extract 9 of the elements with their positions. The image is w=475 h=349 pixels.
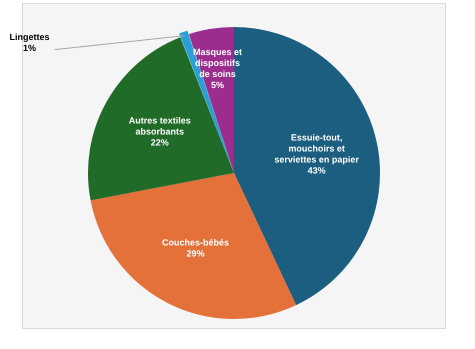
data-label: 5%: [211, 80, 224, 90]
data-label: 43%: [308, 166, 326, 176]
data-label: 29%: [186, 248, 205, 258]
slice-label: Autres textiles absorbants: [128, 116, 191, 137]
slice-label: Essuie-tout, mouchoirs et serviettes en papier: [274, 132, 360, 165]
slice-label: Lingettes: [10, 32, 50, 42]
data-label: 1%: [23, 43, 36, 54]
slice-label: Couches-bébés: [162, 237, 230, 248]
data-label: 22%: [150, 138, 169, 148]
